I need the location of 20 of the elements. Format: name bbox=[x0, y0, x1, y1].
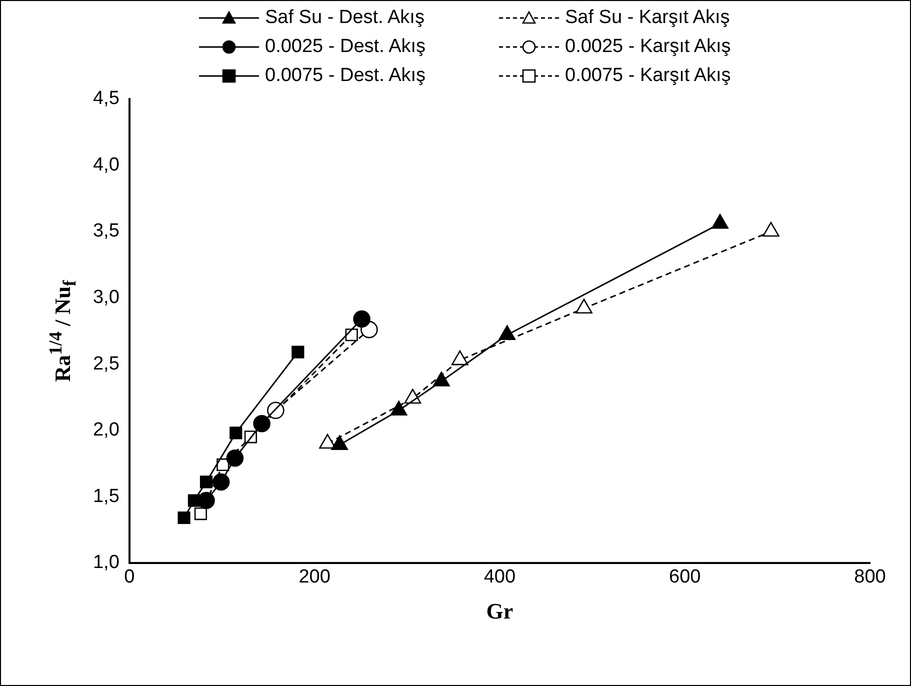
x-tick-label: 400 bbox=[484, 566, 516, 588]
x-tick-label: 600 bbox=[669, 566, 701, 588]
x-tick-label: 0 bbox=[124, 566, 135, 588]
y-tick-label: 4,0 bbox=[92, 154, 120, 176]
y-tick-label: 2,5 bbox=[92, 353, 120, 374]
y-tick-label: 4,5 bbox=[92, 88, 120, 110]
legend-label: 0.0025 - Karşıt Akış bbox=[565, 36, 731, 58]
legend-label: 0.0075 - Dest. Akış bbox=[265, 64, 426, 86]
x-axis-title: Gr bbox=[486, 598, 514, 624]
y-tick-label: 1,0 bbox=[92, 552, 120, 574]
legend-label: 0.0025 - Dest. Akış bbox=[265, 36, 426, 58]
y-tick-label: 1,5 bbox=[92, 486, 120, 507]
y-tick-label: 2,0 bbox=[92, 420, 120, 441]
x-tick-label: 200 bbox=[298, 566, 330, 588]
y-tick-label: 3,5 bbox=[92, 220, 120, 242]
x-tick-label: 800 bbox=[854, 566, 886, 588]
y-tick-label: 3,0 bbox=[92, 287, 120, 308]
legend-label: 0.0075 - Karşıt Akış bbox=[565, 64, 731, 86]
legend-label: Saf Su - Dest. Akış bbox=[265, 6, 424, 28]
legend-label: Saf Su - Karşıt Akış bbox=[565, 6, 730, 28]
